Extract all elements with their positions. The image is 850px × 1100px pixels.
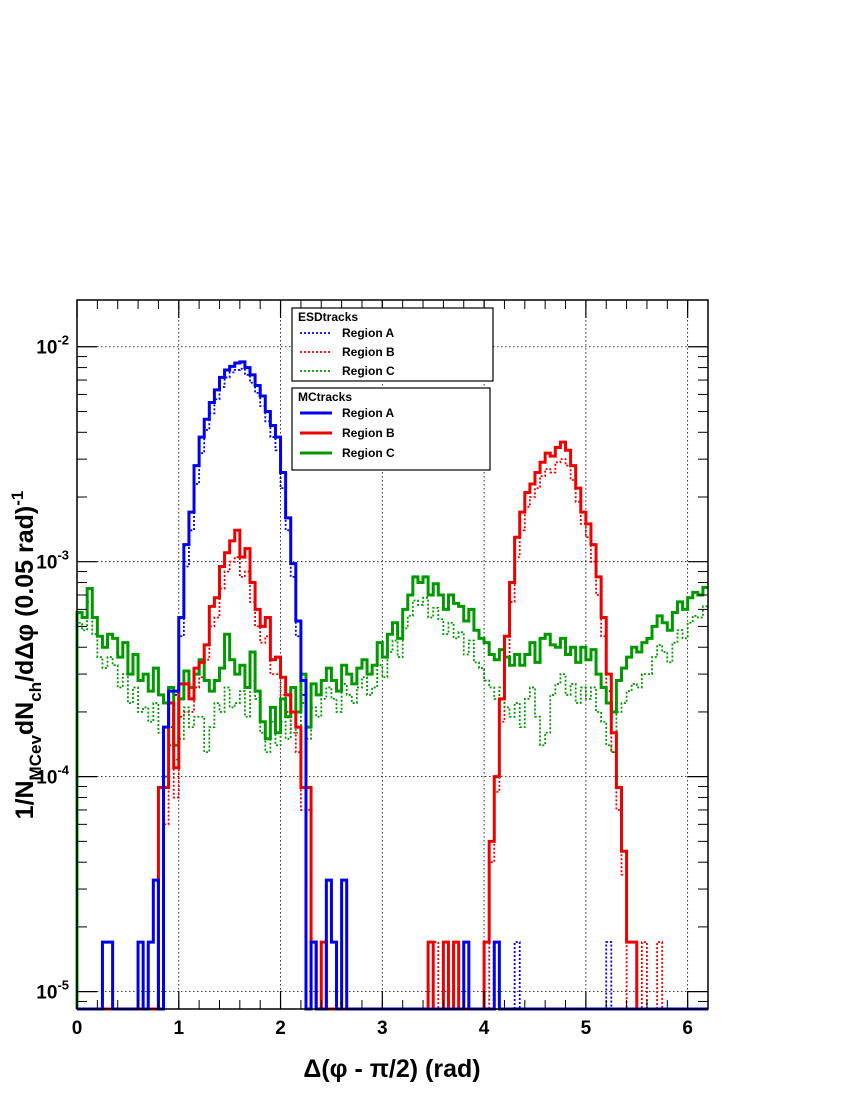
legend-box (291, 387, 491, 471)
legend-entry-label: Region C (342, 364, 395, 378)
x-tick-label: 2 (275, 1018, 286, 1039)
legend-entry-label: Region A (342, 406, 395, 420)
y-axis-title: 1/NMCevdNch/dΔφ (0.05 rad)-1 (8, 491, 45, 820)
grid (77, 300, 708, 1009)
legend-title: MCtracks (298, 390, 352, 404)
x-tick-label: 4 (479, 1018, 490, 1039)
legend-entry-label: Region A (342, 326, 395, 340)
y-tick-label: 10-5 (36, 978, 69, 1004)
legend-mctracks: MCtracks Region A Region B Region C (291, 387, 491, 471)
legend-esdtracks: ESDtracks Region A Region B Region C (291, 307, 494, 382)
legend-entry-label: Region B (342, 345, 395, 359)
series-esdtracks-region-b (77, 458, 708, 1010)
x-tick-label: 3 (377, 1018, 388, 1039)
y-tick-label: 10-2 (36, 333, 69, 359)
plot-frame (76, 299, 709, 1010)
legend-title: ESDtracks (298, 310, 358, 324)
y-tick-label: 10-3 (36, 548, 69, 574)
axis-ticks (76, 300, 709, 1009)
legend-entry-label: Region B (342, 426, 395, 440)
legend-box (291, 307, 494, 382)
x-tick-label: 0 (72, 1018, 83, 1039)
x-tick-label: 6 (682, 1018, 693, 1039)
y-tick-labels: 10-5 10-4 10-3 10-2 (36, 333, 69, 1004)
x-tick-label: 1 (173, 1018, 184, 1039)
x-tick-label: 5 (581, 1018, 592, 1039)
series-mctracks-region-c (75, 575, 708, 1009)
legend-entry-label: Region C (342, 446, 395, 460)
x-axis-title: Δ(φ - π/2) (rad) (303, 1055, 480, 1083)
y-tick-label: 10-4 (36, 763, 69, 789)
x-tick-labels: 0 1 2 3 4 5 6 (72, 1018, 693, 1039)
